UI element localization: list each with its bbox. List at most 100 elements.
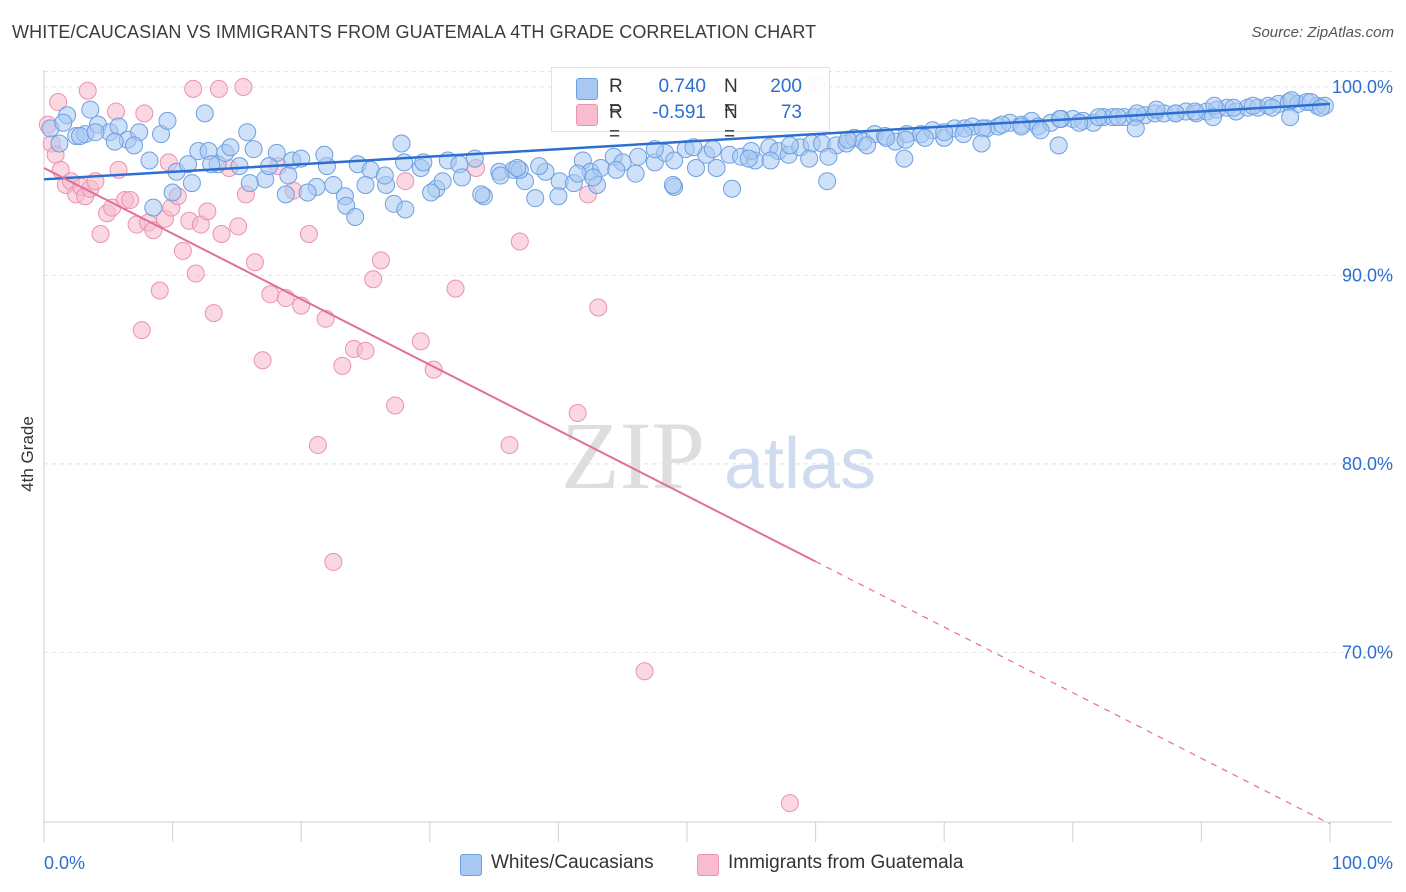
data-point-whites — [81, 100, 100, 119]
data-point-guatemala — [568, 404, 587, 423]
legend-r-value: 0.740 — [658, 76, 706, 97]
legend-r-label: R = — [609, 76, 623, 119]
data-point-guatemala — [780, 794, 799, 813]
data-point-whites — [1224, 98, 1243, 117]
data-point-guatemala — [135, 104, 154, 123]
data-point-whites — [1281, 108, 1300, 127]
data-point-whites — [125, 136, 144, 155]
data-point-guatemala — [212, 224, 231, 243]
series-whites-points — [41, 91, 1334, 227]
data-point-whites — [973, 119, 992, 138]
data-point-whites — [433, 172, 452, 191]
data-point-guatemala — [209, 79, 228, 98]
tick-labels: 70.0% 80.0% 90.0% 100.0% 0.0% 100.0% 4th Grade — [18, 77, 1393, 873]
data-point-guatemala — [386, 396, 405, 415]
data-point-guatemala — [121, 191, 140, 210]
data-point-whites — [819, 147, 838, 166]
data-point-whites — [1203, 108, 1222, 127]
data-point-guatemala — [308, 436, 327, 455]
data-point-whites — [346, 208, 365, 227]
legend-n-value: 200 — [770, 76, 802, 97]
data-point-whites — [276, 185, 295, 204]
data-point-whites — [395, 153, 414, 172]
data-point-guatemala — [371, 251, 390, 270]
y-axis-title: 4th Grade — [18, 416, 37, 492]
data-point-whites — [86, 123, 105, 142]
data-point-whites — [780, 136, 799, 155]
data-point-guatemala — [198, 202, 217, 221]
data-point-guatemala — [245, 253, 264, 272]
watermark: ZIP atlas — [561, 402, 876, 509]
data-point-whites — [491, 166, 510, 185]
data-point-guatemala — [229, 217, 248, 236]
data-point-whites — [508, 159, 527, 178]
legend-label-guatemala: Immigrants from Guatemala — [728, 852, 964, 873]
data-point-whites — [1031, 121, 1050, 140]
data-point-guatemala — [186, 264, 205, 283]
legend-r-value: -0.591 — [652, 102, 706, 123]
y-tick-label: 90.0% — [1342, 265, 1393, 285]
data-point-whites — [584, 168, 603, 187]
data-point-guatemala — [253, 351, 272, 370]
data-point-guatemala — [364, 270, 383, 289]
data-point-whites — [298, 183, 317, 202]
y-tick-label: 80.0% — [1342, 454, 1393, 474]
legend-swatch-whites — [460, 854, 482, 876]
data-point-whites — [182, 174, 201, 193]
watermark-atlas: atlas — [724, 424, 876, 504]
data-point-whites — [723, 179, 742, 198]
data-point-whites — [954, 125, 973, 144]
data-point-guatemala — [411, 332, 430, 351]
data-point-whites — [140, 151, 159, 170]
data-point-whites — [230, 157, 249, 176]
data-point-whites — [54, 113, 73, 132]
data-point-whites — [195, 104, 214, 123]
data-point-whites — [452, 168, 471, 187]
data-point-guatemala — [184, 79, 203, 98]
data-point-whites — [238, 123, 257, 142]
legend-n-label: N = — [724, 102, 738, 145]
data-point-guatemala — [91, 224, 110, 243]
data-point-whites — [1311, 98, 1330, 117]
source-label: Source: ZipAtlas.com — [1251, 24, 1394, 41]
trend-lines — [43, 102, 1331, 825]
data-point-whites — [1070, 113, 1089, 132]
data-point-whites — [549, 187, 568, 206]
legend-label-whites: Whites/Caucasians — [491, 852, 654, 873]
legend-r-label: R = — [609, 102, 623, 145]
data-point-guatemala — [261, 285, 280, 304]
data-point-whites — [356, 175, 375, 194]
data-point-guatemala — [333, 356, 352, 375]
data-point-whites — [761, 151, 780, 170]
data-point-whites — [607, 160, 626, 179]
data-point-guatemala — [324, 552, 343, 571]
data-point-whites — [687, 159, 706, 178]
data-point-whites — [972, 134, 991, 153]
data-point-whites — [267, 143, 286, 162]
data-point-whites — [50, 134, 69, 153]
data-point-whites — [315, 145, 334, 164]
data-point-whites — [392, 134, 411, 153]
data-point-guatemala — [510, 232, 529, 251]
data-point-guatemala — [107, 102, 126, 121]
data-point-whites — [324, 175, 343, 194]
data-point-whites — [240, 174, 259, 193]
y-tick-label: 70.0% — [1342, 642, 1393, 662]
data-point-guatemala — [49, 93, 68, 112]
data-point-whites — [396, 200, 415, 219]
data-point-whites — [707, 159, 726, 178]
data-point-whites — [1243, 96, 1262, 115]
data-point-whites — [422, 183, 441, 202]
y-tick-label: 100.0% — [1332, 77, 1393, 97]
data-point-whites — [221, 138, 240, 157]
data-point-whites — [375, 166, 394, 185]
grid-lines — [44, 71, 1392, 653]
data-point-guatemala — [204, 304, 223, 323]
trend-line-whites — [43, 102, 1331, 181]
x-tick-label: 0.0% — [44, 853, 85, 873]
data-point-whites — [1126, 119, 1145, 138]
data-point-guatemala — [356, 341, 375, 360]
data-point-whites — [818, 172, 837, 191]
data-point-whites — [877, 128, 896, 147]
